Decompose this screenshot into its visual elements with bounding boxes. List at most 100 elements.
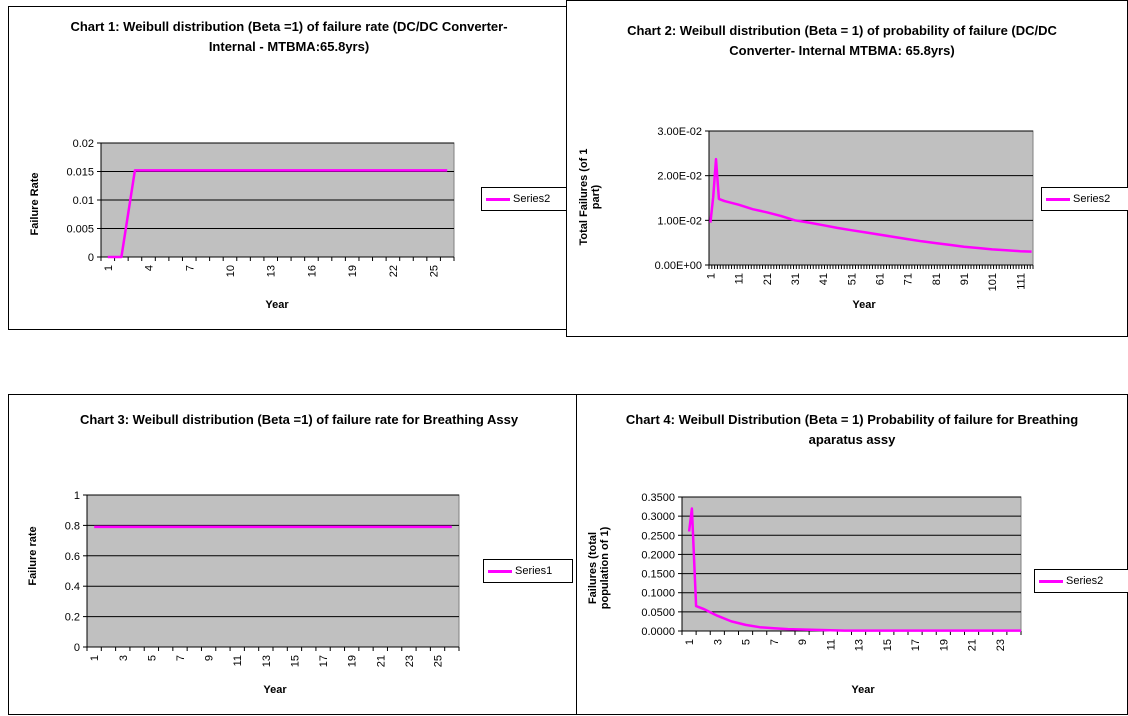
- y-tick-label: 0: [74, 642, 80, 654]
- x-tick-label: 11: [825, 639, 837, 650]
- chart-svg: 0.00E+001.00E-022.00E-023.00E-021 11 21 31 4…: [655, 126, 1034, 291]
- x-tick-label: 61: [874, 273, 886, 285]
- chart-4-panel: Chart 4: Weibull Distribution (Beta = 1)…: [576, 394, 1128, 715]
- x-tick-label: 7: [175, 655, 187, 661]
- x-tick-label: 13: [854, 639, 866, 651]
- y-tick-label: 1.00E-02: [657, 215, 702, 227]
- y-axis-label: Failure rate: [27, 526, 39, 586]
- y-tick-label: 0.4: [65, 581, 80, 593]
- y-tick-label: 1: [74, 490, 80, 502]
- y-tick-label: 3.00E-02: [657, 126, 702, 138]
- x-tick-label: 15: [882, 639, 894, 651]
- y-axis-label: Failure Rate: [29, 172, 41, 236]
- series-line: [709, 157, 1032, 253]
- x-tick-label: 19: [347, 265, 359, 277]
- chart-svg: 0 0.005 0.01 0.015 0.02 1 4 7 10 13 16 19 22 25: [66, 138, 455, 277]
- plot-area: [681, 496, 1022, 632]
- x-tick-label: 21: [375, 655, 387, 667]
- legend-label: Series2: [1066, 575, 1104, 587]
- y-tick-label: 0.02: [73, 138, 94, 150]
- x-tick-label: 10: [225, 265, 237, 277]
- y-tick-label: 0.2500: [641, 530, 675, 542]
- x-tick-label: 23: [404, 655, 416, 667]
- x-tick-label: 21: [967, 639, 979, 651]
- chart-svg: 0.0000 0.0500 0.1000 0.1500 0.2000 0.2500 0.30…: [641, 492, 1022, 651]
- legend-label: Series2: [1073, 193, 1111, 205]
- x-tick-label: 3: [712, 639, 724, 645]
- y-tick-label: 0.3500: [641, 492, 675, 504]
- x-axis-label: Year: [263, 684, 287, 696]
- x-tick-label: 81: [931, 273, 943, 285]
- plot-area: [708, 130, 1034, 266]
- y-axis-label: Failures (total population of 1): [587, 526, 611, 610]
- plot-area: [86, 494, 460, 648]
- x-axis-label: Year: [265, 299, 289, 311]
- x-tick-label: 17: [910, 639, 922, 651]
- x-tick-label: 31: [790, 273, 802, 285]
- legend: Series2: [1041, 187, 1128, 211]
- x-tick-label: 3: [118, 655, 130, 661]
- x-tick-label: 19: [347, 655, 359, 667]
- x-tick-label: 9: [797, 639, 809, 645]
- y-tick-label: 0.1500: [641, 569, 675, 581]
- legend-swatch: [1039, 579, 1063, 583]
- x-tick-label: 1: [103, 265, 115, 271]
- x-tick-label: 91: [959, 273, 971, 285]
- y-tick-label: 0.0500: [641, 607, 675, 619]
- x-axis-label: Year: [851, 684, 875, 696]
- y-tick-label: 0.0000: [641, 626, 675, 638]
- x-tick-label: 4: [144, 265, 156, 271]
- y-tick-label: 0.6: [65, 551, 80, 563]
- x-tick-label: 13: [261, 655, 273, 667]
- x-tick-label: 17: [318, 655, 330, 667]
- x-tick-label: 5: [146, 655, 158, 661]
- x-tick-label: 101: [987, 273, 999, 291]
- chart-2-panel: Chart 2: Weibull distribution (Beta = 1)…: [566, 0, 1128, 337]
- x-axis-label: Year: [852, 299, 876, 311]
- x-tick-label: 19: [938, 639, 950, 651]
- x-tick-label: 7: [769, 639, 781, 645]
- x-tick-label: 7: [184, 265, 196, 271]
- y-tick-label: 0.005: [66, 224, 94, 236]
- x-tick-label: 11: [734, 273, 746, 284]
- x-tick-label: 41: [818, 273, 830, 285]
- x-tick-label: 21: [762, 273, 774, 285]
- x-tick-label: 111: [1015, 273, 1027, 290]
- x-tick-label: 71: [903, 273, 915, 285]
- series-line: [107, 169, 448, 259]
- x-tick-label: 25: [433, 655, 445, 667]
- x-tick-label: 1: [684, 639, 696, 645]
- x-tick-label: 13: [266, 265, 278, 277]
- chart-title: Chart 3: Weibull distribution (Beta =1) …: [79, 412, 519, 427]
- series-line: [687, 507, 1021, 632]
- y-tick-label: 2.00E-02: [657, 171, 702, 183]
- x-tick-label: 15: [289, 655, 301, 667]
- x-tick-label: 1: [705, 273, 717, 279]
- chart-1-panel: Chart 1: Weibull distribution (Beta =1) …: [8, 6, 568, 330]
- y-tick-label: 0.1000: [641, 588, 675, 600]
- x-tick-label: 23: [995, 639, 1007, 651]
- y-tick-label: 0.015: [66, 167, 94, 179]
- legend-swatch: [1046, 197, 1070, 201]
- legend-label: Series2: [513, 193, 551, 205]
- y-tick-label: 0.2: [65, 612, 80, 624]
- chart-title: Chart 4: Weibull Distribution (Beta = 1)…: [625, 412, 1079, 447]
- y-axis-label: Total Failures (of 1 part): [578, 148, 602, 246]
- y-tick-label: 0.00E+00: [655, 260, 702, 272]
- x-tick-label: 9: [204, 655, 216, 661]
- legend-swatch: [488, 569, 512, 573]
- x-tick-label: 16: [306, 265, 318, 277]
- chart-title: Chart 1: Weibull distribution (Beta =1) …: [70, 19, 508, 54]
- x-tick-label: 22: [388, 265, 400, 277]
- legend: Series2: [481, 187, 567, 211]
- legend-label: Series1: [515, 565, 553, 577]
- x-tick-label: 11: [232, 655, 244, 666]
- legend: Series2: [1034, 569, 1128, 593]
- x-tick-label: 51: [846, 273, 858, 285]
- y-tick-label: 0: [88, 252, 94, 264]
- y-tick-label: 0.3000: [641, 511, 675, 523]
- chart-title: Chart 2: Weibull distribution (Beta = 1)…: [627, 23, 1057, 58]
- y-tick-label: 0.2000: [641, 549, 675, 561]
- x-tick-label: 25: [429, 265, 441, 277]
- y-tick-label: 0.8: [65, 520, 80, 532]
